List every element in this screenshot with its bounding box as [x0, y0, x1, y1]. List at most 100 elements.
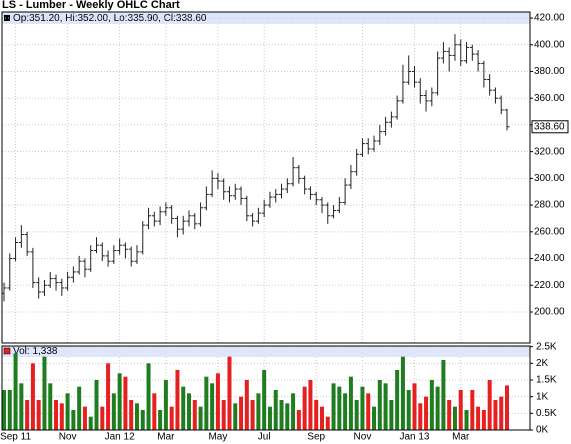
volume-bar [476, 406, 481, 430]
volume-bar [7, 390, 12, 430]
volume-bar [302, 386, 307, 430]
x-tick-label: Sep [307, 432, 325, 443]
volume-bar [505, 385, 509, 430]
volume-bar [308, 380, 313, 430]
volume-bar [331, 383, 336, 430]
volume-bar [250, 400, 255, 430]
y-tick-label: 320.00 [534, 146, 565, 157]
volume-bar [256, 393, 261, 430]
volume-legend-band [2, 346, 530, 357]
volume-bar [82, 406, 87, 430]
volume-bar [395, 370, 400, 430]
last-price-label: 338.60 [534, 121, 565, 132]
x-tick-label: Sep 11 [0, 432, 31, 443]
volume-bar [285, 403, 290, 430]
volume-bar [458, 390, 463, 430]
volume-bar [325, 416, 330, 430]
y-tick-label: 360.00 [534, 93, 565, 104]
y-tick-label: 220.00 [534, 280, 565, 291]
volume-bar [117, 373, 122, 430]
volume-bar [487, 380, 492, 430]
volume-bar [88, 416, 93, 430]
volume-bar [13, 353, 18, 430]
volume-bar [239, 396, 244, 430]
y-tick-label: 200.00 [534, 307, 565, 318]
volume-bar [481, 410, 486, 430]
volume-bar [2, 390, 6, 430]
volume-bar [65, 393, 70, 430]
volume-bar [354, 400, 359, 430]
volume-bar [134, 403, 139, 430]
volume-bar [262, 370, 267, 430]
volume-bar [198, 406, 203, 430]
volume-bar [429, 380, 434, 430]
chart-title: LS - Lumber - Weekly OHLC Chart [2, 0, 180, 11]
y-tick-label: 420.00 [534, 13, 565, 24]
x-tick-label: May [208, 432, 227, 443]
volume-bar [187, 393, 192, 430]
x-tick-label: Nov [59, 432, 77, 443]
volume-bar [343, 393, 348, 430]
y-tick-label: 280.00 [534, 200, 565, 211]
x-tick-label: Mar [452, 432, 470, 443]
volume-bar [244, 380, 249, 430]
volume-bar [435, 386, 440, 430]
volume-panel-frame [1, 345, 531, 431]
volume-bar [499, 396, 504, 430]
volume-bar [452, 406, 457, 430]
x-tick-label: Nov [354, 432, 372, 443]
volume-bar [291, 393, 296, 430]
volume-bar [59, 403, 64, 430]
legend-label: Op:351.20, Hi:352.00, Lo:335.90, Cl:338.… [13, 13, 207, 24]
volume-bar [337, 386, 342, 430]
volume-bar [372, 406, 377, 430]
volume-bar [158, 410, 163, 430]
volume-bar [36, 400, 41, 430]
volume-bar [296, 410, 301, 430]
x-tick-label: Jan 13 [399, 432, 429, 443]
volume-bar [412, 383, 417, 430]
volume-bar [146, 363, 151, 430]
volume-bar [470, 390, 475, 430]
volume-bar [192, 400, 197, 430]
price-panel-frame [1, 11, 531, 344]
x-tick-label: Jan 12 [105, 432, 135, 443]
volume-tick-label: 1K [536, 391, 549, 402]
volume-bar [106, 363, 111, 430]
last-price-box [531, 120, 569, 134]
y-tick-label: 380.00 [534, 66, 565, 77]
volume-bar [169, 406, 174, 430]
volume-bar [19, 383, 24, 430]
volume-bar [204, 376, 209, 430]
volume-tick-label: 2K [536, 358, 549, 369]
volume-bar [366, 393, 371, 430]
volume-bar [447, 400, 452, 430]
volume-bar [71, 410, 76, 430]
volume-bar [441, 360, 446, 430]
volume-bar [424, 396, 429, 430]
volume-bar [42, 356, 47, 430]
y-tick-label: 260.00 [534, 226, 565, 237]
volume-bar [181, 386, 186, 430]
volume-bar [123, 376, 128, 430]
volume-bar [348, 376, 353, 430]
volume-bar [25, 400, 30, 430]
volume-tick-label: 1.5K [536, 375, 557, 386]
volume-bar [418, 403, 423, 430]
x-tick-label: Mar [157, 432, 175, 443]
volume-bar [100, 406, 105, 430]
volume-bar [233, 403, 238, 430]
volume-tick-label: 0K [536, 425, 549, 436]
volume-bar [94, 380, 99, 430]
volume-bar [389, 400, 394, 430]
volume-bar [383, 383, 388, 430]
volume-bar [129, 400, 134, 430]
volume-bar [314, 400, 319, 430]
volume-bar [273, 390, 278, 430]
volume-bar [267, 406, 272, 430]
volume-bar [54, 400, 59, 430]
volume-bar [400, 356, 405, 430]
volume-legend-swatch [3, 347, 11, 355]
volume-bar [140, 410, 145, 430]
